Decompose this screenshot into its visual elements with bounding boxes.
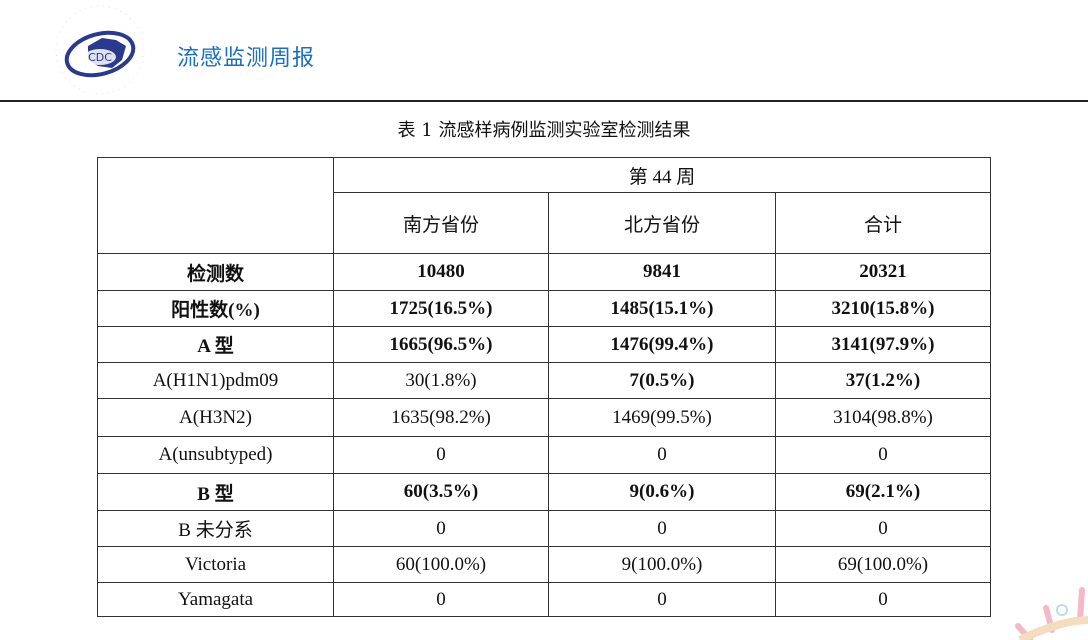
cell-south: 60(3.5%): [333, 473, 549, 511]
decorative-virus-graphic: [1015, 587, 1088, 640]
cell-total: 3210(15.8%): [775, 290, 991, 327]
table-row: A(H3N2) 1635(98.2%) 1469(99.5%) 3104(98.8%): [97, 398, 991, 437]
cell-total: 0: [775, 510, 991, 547]
row-label: B 型: [97, 473, 334, 511]
table-row: A(unsubtyped) 0 0 0: [97, 436, 991, 474]
cell-south: 0: [333, 436, 549, 474]
col-header: 合计: [775, 192, 991, 254]
table-row: A 型 1665(96.5%) 1476(99.4%) 3141(97.9%): [97, 326, 991, 363]
table-caption: 表 1 流感样病例监测实验室检测结果: [397, 120, 691, 141]
row-label: B 未分系: [97, 510, 334, 547]
cell-north: 0: [548, 582, 776, 617]
row-label: A(H3N2): [97, 398, 334, 437]
table-row: Yamagata 0 0 0: [97, 582, 991, 617]
cell-south: 1725(16.5%): [333, 290, 549, 327]
table-row: B 未分系 0 0 0: [97, 510, 991, 547]
cell-south: 30(1.8%): [333, 362, 549, 399]
col-header: 北方省份: [548, 192, 776, 254]
results-table: 第 44 周 南方省份 北方省份 合计 检测数 10480 9841 20321 阳性数…: [97, 157, 991, 617]
cell-total: 3104(98.8%): [775, 398, 991, 437]
table-row: Victoria 60(100.0%) 9(100.0%) 69(100.0%): [97, 546, 991, 583]
cell-north: 9841: [548, 253, 776, 291]
row-label: 检测数: [97, 253, 334, 291]
report-title: 流感监测周报: [177, 46, 316, 71]
table-row: 检测数 10480 9841 20321: [97, 253, 991, 291]
row-label: Victoria: [97, 546, 334, 583]
cell-north: 7(0.5%): [548, 362, 776, 399]
table-row: A(H1N1)pdm09 30(1.8%) 7(0.5%) 37(1.2%): [97, 362, 991, 399]
cell-total: 69(2.1%): [775, 473, 991, 511]
row-label: Yamagata: [97, 582, 334, 617]
cell-south: 60(100.0%): [333, 546, 549, 583]
col-header: 南方省份: [333, 192, 549, 254]
row-label: A(H1N1)pdm09: [97, 362, 334, 399]
cell-north: 9(100.0%): [548, 546, 776, 583]
week-header: 第 44 周: [333, 157, 991, 193]
cell-south: 0: [333, 510, 549, 547]
table-row: 阳性数(%) 1725(16.5%) 1485(15.1%) 3210(15.8%): [97, 290, 991, 327]
cell-north: 1485(15.1%): [548, 290, 776, 327]
cell-total: 0: [775, 436, 991, 474]
cell-south: 1665(96.5%): [333, 326, 549, 363]
cell-north: 1476(99.4%): [548, 326, 776, 363]
cell-north: 0: [548, 436, 776, 474]
cell-north: 1469(99.5%): [548, 398, 776, 437]
row-label: A(unsubtyped): [97, 436, 334, 474]
cell-total: 69(100.0%): [775, 546, 991, 583]
row-label: A 型: [97, 326, 334, 363]
cell-total: 0: [775, 582, 991, 617]
cell-north: 9(0.6%): [548, 473, 776, 511]
corner-cell: [97, 157, 334, 254]
cell-south: 10480: [333, 253, 549, 291]
svg-text:CDC: CDC: [88, 51, 112, 64]
table-row: B 型 60(3.5%) 9(0.6%) 69(2.1%): [97, 473, 991, 511]
cell-total: 20321: [775, 253, 991, 291]
row-label: 阳性数(%): [97, 290, 334, 327]
header-divider: [0, 100, 1088, 102]
cdc-logo: CDC: [55, 5, 145, 95]
cell-south: 0: [333, 582, 549, 617]
cell-total: 37(1.2%): [775, 362, 991, 399]
cell-north: 0: [548, 510, 776, 547]
cell-total: 3141(97.9%): [775, 326, 991, 363]
cell-south: 1635(98.2%): [333, 398, 549, 437]
